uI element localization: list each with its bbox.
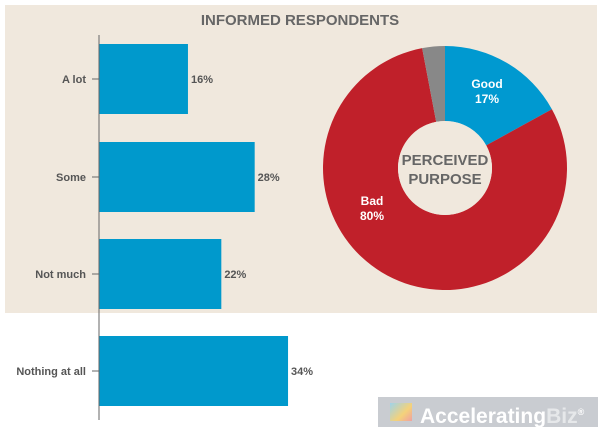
bar	[99, 239, 222, 309]
slice-name-label: Bad	[361, 194, 384, 208]
logo-text: Accelerating	[420, 405, 547, 428]
slice-value-label: 80%	[360, 209, 384, 223]
donut-center-label: PURPOSE	[408, 171, 481, 188]
bar	[99, 44, 188, 114]
logo-chart-icon	[390, 403, 412, 421]
donut-hole	[398, 121, 492, 215]
donut-slice	[445, 46, 552, 146]
category-label: Nothing at all	[16, 366, 86, 378]
chart-title: INFORMED RESPONDENTS	[200, 12, 400, 29]
bar-value-label: 34%	[291, 366, 313, 378]
slice-value-label: 17%	[475, 92, 499, 106]
bar	[99, 336, 289, 406]
accelerating-biz-logo: AcceleratingBiz®	[378, 397, 598, 428]
bar-value-label: 28%	[258, 172, 280, 184]
bar-value-label: 22%	[224, 269, 246, 281]
bar-value-label: 16%	[191, 74, 213, 86]
category-label: Some	[56, 172, 86, 184]
category-label: A lot	[62, 74, 86, 86]
bar	[99, 142, 255, 212]
donut-center-label: PERCEIVED	[402, 152, 489, 169]
slice-name-label: Good	[471, 77, 502, 91]
donut-slice	[422, 46, 445, 122]
donut-slice	[323, 48, 567, 290]
category-label: Not much	[35, 269, 86, 281]
logo-text-biz: Biz	[546, 405, 578, 428]
logo-reg: ®	[577, 407, 585, 417]
